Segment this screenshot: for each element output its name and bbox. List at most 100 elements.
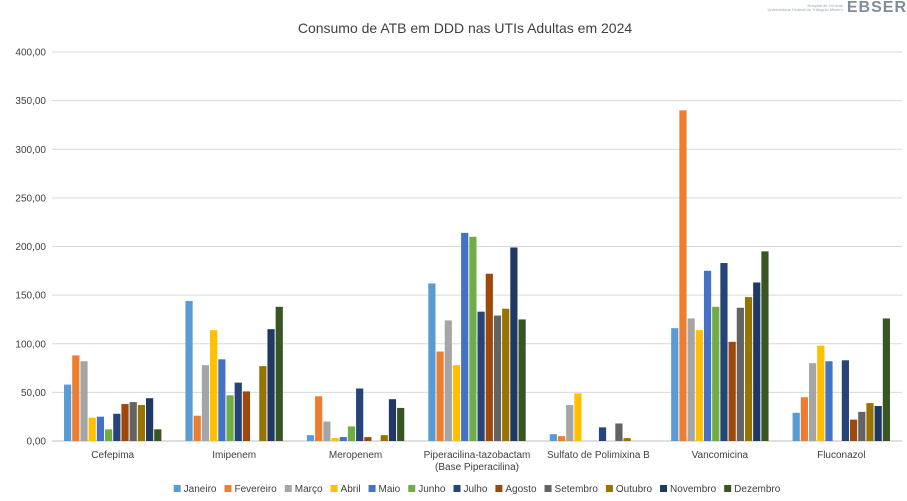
chart-title: Consumo de ATB em DDD nas UTIs Adultas e…	[298, 20, 633, 36]
bar	[72, 355, 80, 441]
bar	[728, 341, 736, 441]
y-tick-label: 300,00	[15, 145, 46, 156]
bar	[687, 318, 695, 441]
bar	[201, 365, 210, 441]
bar	[444, 320, 452, 441]
legend-label: Fevereiro	[234, 484, 277, 495]
legend: Janeiro Fevereiro Março Abril Maio Junho Julho…	[173, 484, 781, 495]
bar	[146, 398, 154, 441]
bar	[712, 306, 720, 441]
legend-label: Maio	[379, 484, 401, 495]
x-tick-label: Imipenem	[212, 450, 256, 461]
bar	[469, 236, 477, 441]
x-tick-label: Fluconazol	[817, 450, 865, 461]
y-tick-label: 200,00	[15, 242, 46, 253]
bar	[502, 308, 510, 441]
bar	[88, 417, 96, 441]
bar	[761, 251, 769, 441]
bar	[493, 315, 502, 441]
legend-label: Junho	[418, 484, 446, 495]
bar	[598, 427, 607, 441]
legend-label: Setembro	[555, 484, 599, 495]
legend-swatch	[660, 485, 668, 492]
bar	[753, 282, 761, 441]
y-tick-label: 150,00	[15, 291, 46, 302]
legend-label: Julho	[463, 484, 487, 495]
bar	[210, 330, 218, 441]
bar	[566, 405, 574, 441]
bar	[825, 361, 833, 441]
logo-subtext-2: Universidade Federal do Triângulo Mineir…	[767, 7, 843, 12]
x-axis: Cefepima Imipenem Meropenem Piperacilina-ta…	[91, 450, 865, 473]
logo: Hospital de Clínicas Universidade Federa…	[768, 0, 907, 16]
bar	[557, 436, 566, 441]
bar	[80, 361, 88, 441]
legend-swatch	[173, 485, 181, 492]
y-tick-label: 400,00	[15, 48, 46, 59]
y-tick-label: 350,00	[15, 96, 46, 107]
x-tick-label: Sulfato de Polimixina B	[547, 450, 650, 461]
bar	[866, 403, 874, 441]
bar	[364, 437, 372, 441]
logo-subtext: Hospital de Clínicas Universidade Federa…	[768, 4, 843, 12]
y-tick-label: 100,00	[15, 339, 46, 350]
bar	[64, 384, 72, 441]
bar	[703, 270, 712, 441]
y-tick-label: 250,00	[15, 193, 46, 204]
bar	[720, 263, 728, 441]
legend-swatch	[605, 485, 613, 492]
legend-label: Março	[295, 484, 323, 495]
bar	[259, 366, 267, 441]
bar	[129, 402, 137, 441]
bar	[849, 419, 858, 441]
bar	[623, 438, 631, 441]
bar	[808, 363, 817, 441]
legend-label: Abril	[341, 484, 361, 495]
bar	[615, 423, 623, 441]
bar	[477, 311, 485, 441]
y-tick-label: 50,00	[21, 388, 46, 399]
bar	[574, 393, 582, 441]
bar	[671, 328, 679, 441]
bar	[858, 411, 866, 441]
bar	[874, 405, 882, 441]
bar	[242, 391, 251, 441]
bar	[510, 247, 518, 441]
x-tick-label: (Base Piperacilina)	[435, 462, 519, 473]
bar	[105, 429, 113, 441]
x-tick-label: Piperacilina-tazobactam	[424, 450, 531, 461]
bar	[275, 306, 283, 441]
bar	[306, 435, 315, 441]
bar	[800, 397, 808, 441]
bar	[388, 399, 397, 441]
bar	[347, 426, 356, 441]
bar	[226, 395, 234, 441]
legend-label: Janeiro	[184, 484, 217, 495]
bar	[792, 412, 800, 441]
bar	[331, 438, 339, 441]
x-tick-label: Vancomicina	[692, 450, 749, 461]
legend-label: Agosto	[505, 484, 537, 495]
bar	[518, 319, 526, 441]
y-axis: 0,00 50,00 100,00 150,00 200,00 250,00 300,00 3…	[15, 48, 46, 448]
bar	[339, 437, 347, 441]
bar	[185, 300, 193, 441]
bar	[154, 429, 162, 441]
bar	[882, 318, 890, 441]
legend-swatch	[495, 485, 503, 492]
bar	[380, 435, 388, 441]
legend-label: Outubro	[616, 484, 653, 495]
logo-text: EBSER	[846, 0, 907, 16]
gridlines	[52, 51, 902, 442]
bar	[323, 421, 331, 441]
legend-label: Dezembro	[734, 484, 781, 495]
bars	[64, 110, 890, 441]
bar	[315, 396, 323, 441]
bar	[549, 434, 557, 441]
bar	[461, 232, 469, 441]
bar	[193, 415, 201, 441]
x-tick-label: Meropenem	[329, 450, 382, 461]
legend-swatch	[224, 485, 232, 492]
legend-swatch	[284, 485, 292, 492]
